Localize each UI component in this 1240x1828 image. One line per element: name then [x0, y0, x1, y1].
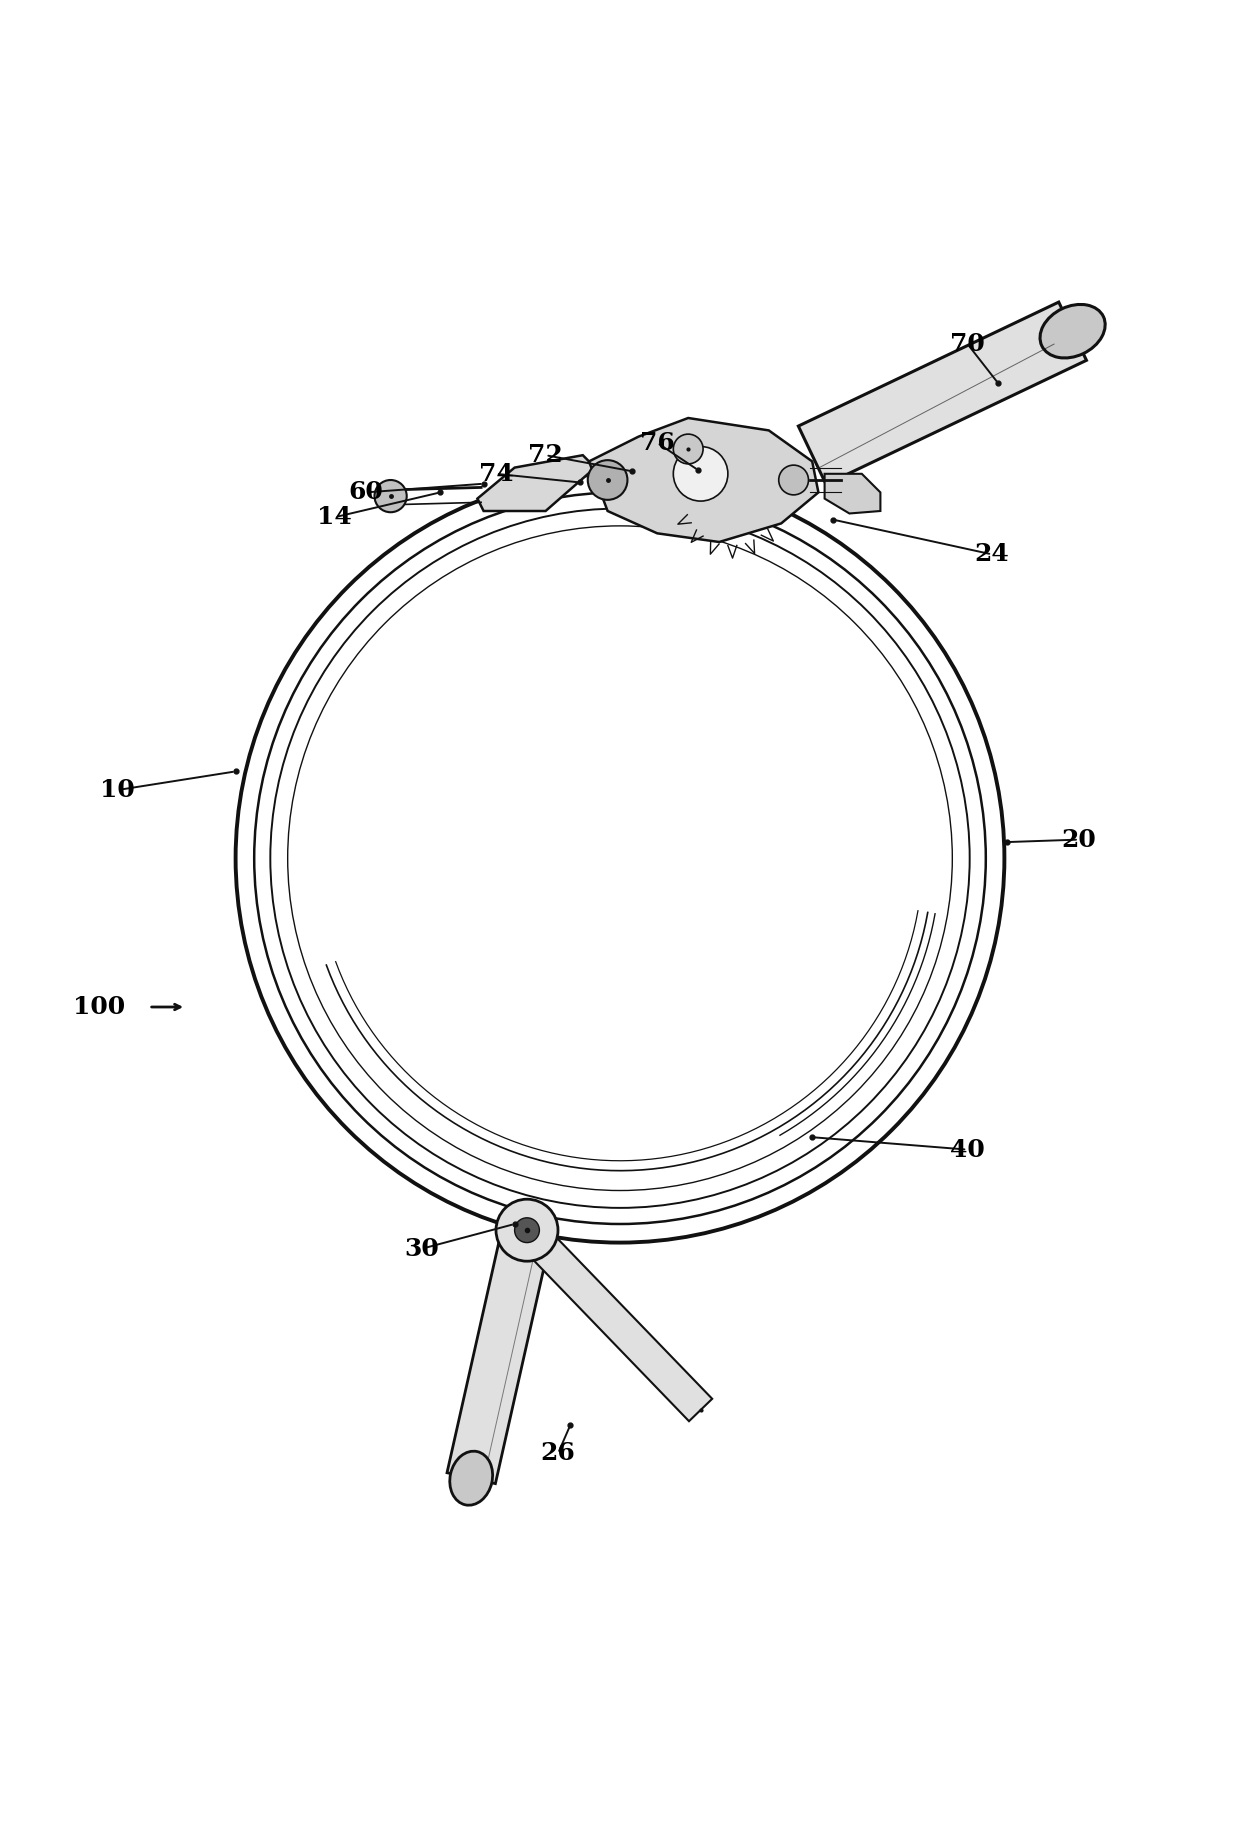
Circle shape [515, 1217, 539, 1243]
Circle shape [673, 433, 703, 464]
Text: 100: 100 [73, 994, 125, 1018]
Text: 24: 24 [975, 543, 1009, 567]
Polygon shape [825, 473, 880, 514]
Polygon shape [516, 1219, 712, 1420]
Circle shape [374, 481, 407, 512]
Text: 30: 30 [404, 1238, 439, 1261]
Text: 10: 10 [100, 779, 135, 802]
Circle shape [588, 461, 627, 499]
Circle shape [779, 464, 808, 495]
Text: 20: 20 [1061, 828, 1096, 852]
Text: 70: 70 [950, 331, 985, 356]
Polygon shape [589, 419, 818, 541]
Ellipse shape [450, 1451, 492, 1504]
Circle shape [496, 1199, 558, 1261]
Text: 40: 40 [950, 1137, 985, 1161]
Text: 14: 14 [317, 505, 352, 528]
Polygon shape [477, 455, 595, 512]
Text: 26: 26 [541, 1442, 575, 1466]
Polygon shape [799, 302, 1086, 484]
Text: 76: 76 [640, 431, 675, 455]
Text: 72: 72 [528, 442, 563, 468]
Ellipse shape [1040, 305, 1105, 358]
Circle shape [673, 446, 728, 501]
Text: 60: 60 [348, 481, 383, 505]
Text: 74: 74 [479, 462, 513, 486]
Polygon shape [446, 1225, 552, 1484]
